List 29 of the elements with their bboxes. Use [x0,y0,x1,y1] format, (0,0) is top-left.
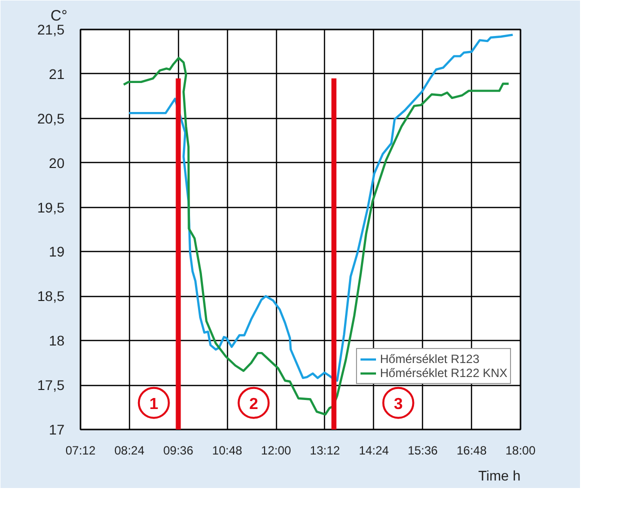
y-tick-label: 17,5 [37,377,65,394]
y-tick-label: 20 [48,154,65,171]
x-tick-label: 09:36 [163,444,194,458]
x-tick-label: 13:12 [310,444,340,458]
annotation: 3 [394,396,403,413]
x-axis-title: Time h [478,468,521,484]
y-tick-label: 18,5 [37,288,65,304]
x-tick-label: 15:36 [408,444,438,458]
x-tick-label: 08:24 [114,444,145,458]
annotation: 2 [249,396,258,413]
legend-label: Hőmérséklet R122 KNX [380,366,508,380]
annotation: 1 [149,396,158,413]
y-tick-label: 19 [48,244,65,260]
x-tick-label: 16:48 [456,444,487,458]
line-series [128,34,514,382]
x-tick-label: 18:00 [505,444,536,458]
x-tick-label: 07:12 [65,444,96,458]
line-series [122,56,510,416]
x-tick-label: 14:24 [358,444,390,458]
y-tick-label: 18 [48,332,65,349]
y-tick-label: 21,5 [37,22,65,38]
x-tick-label: 10:48 [212,444,243,458]
y-tick-label: 19,5 [37,199,65,216]
x-tick-label: 12:00 [261,444,292,458]
y-tick-label: 21 [48,66,65,82]
y-tick-label: 20,5 [37,110,65,126]
y-axis-title: C° [50,8,68,24]
y-tick-label: 17 [48,422,65,438]
legend-label: Hőmérséklet R123 [380,352,480,366]
